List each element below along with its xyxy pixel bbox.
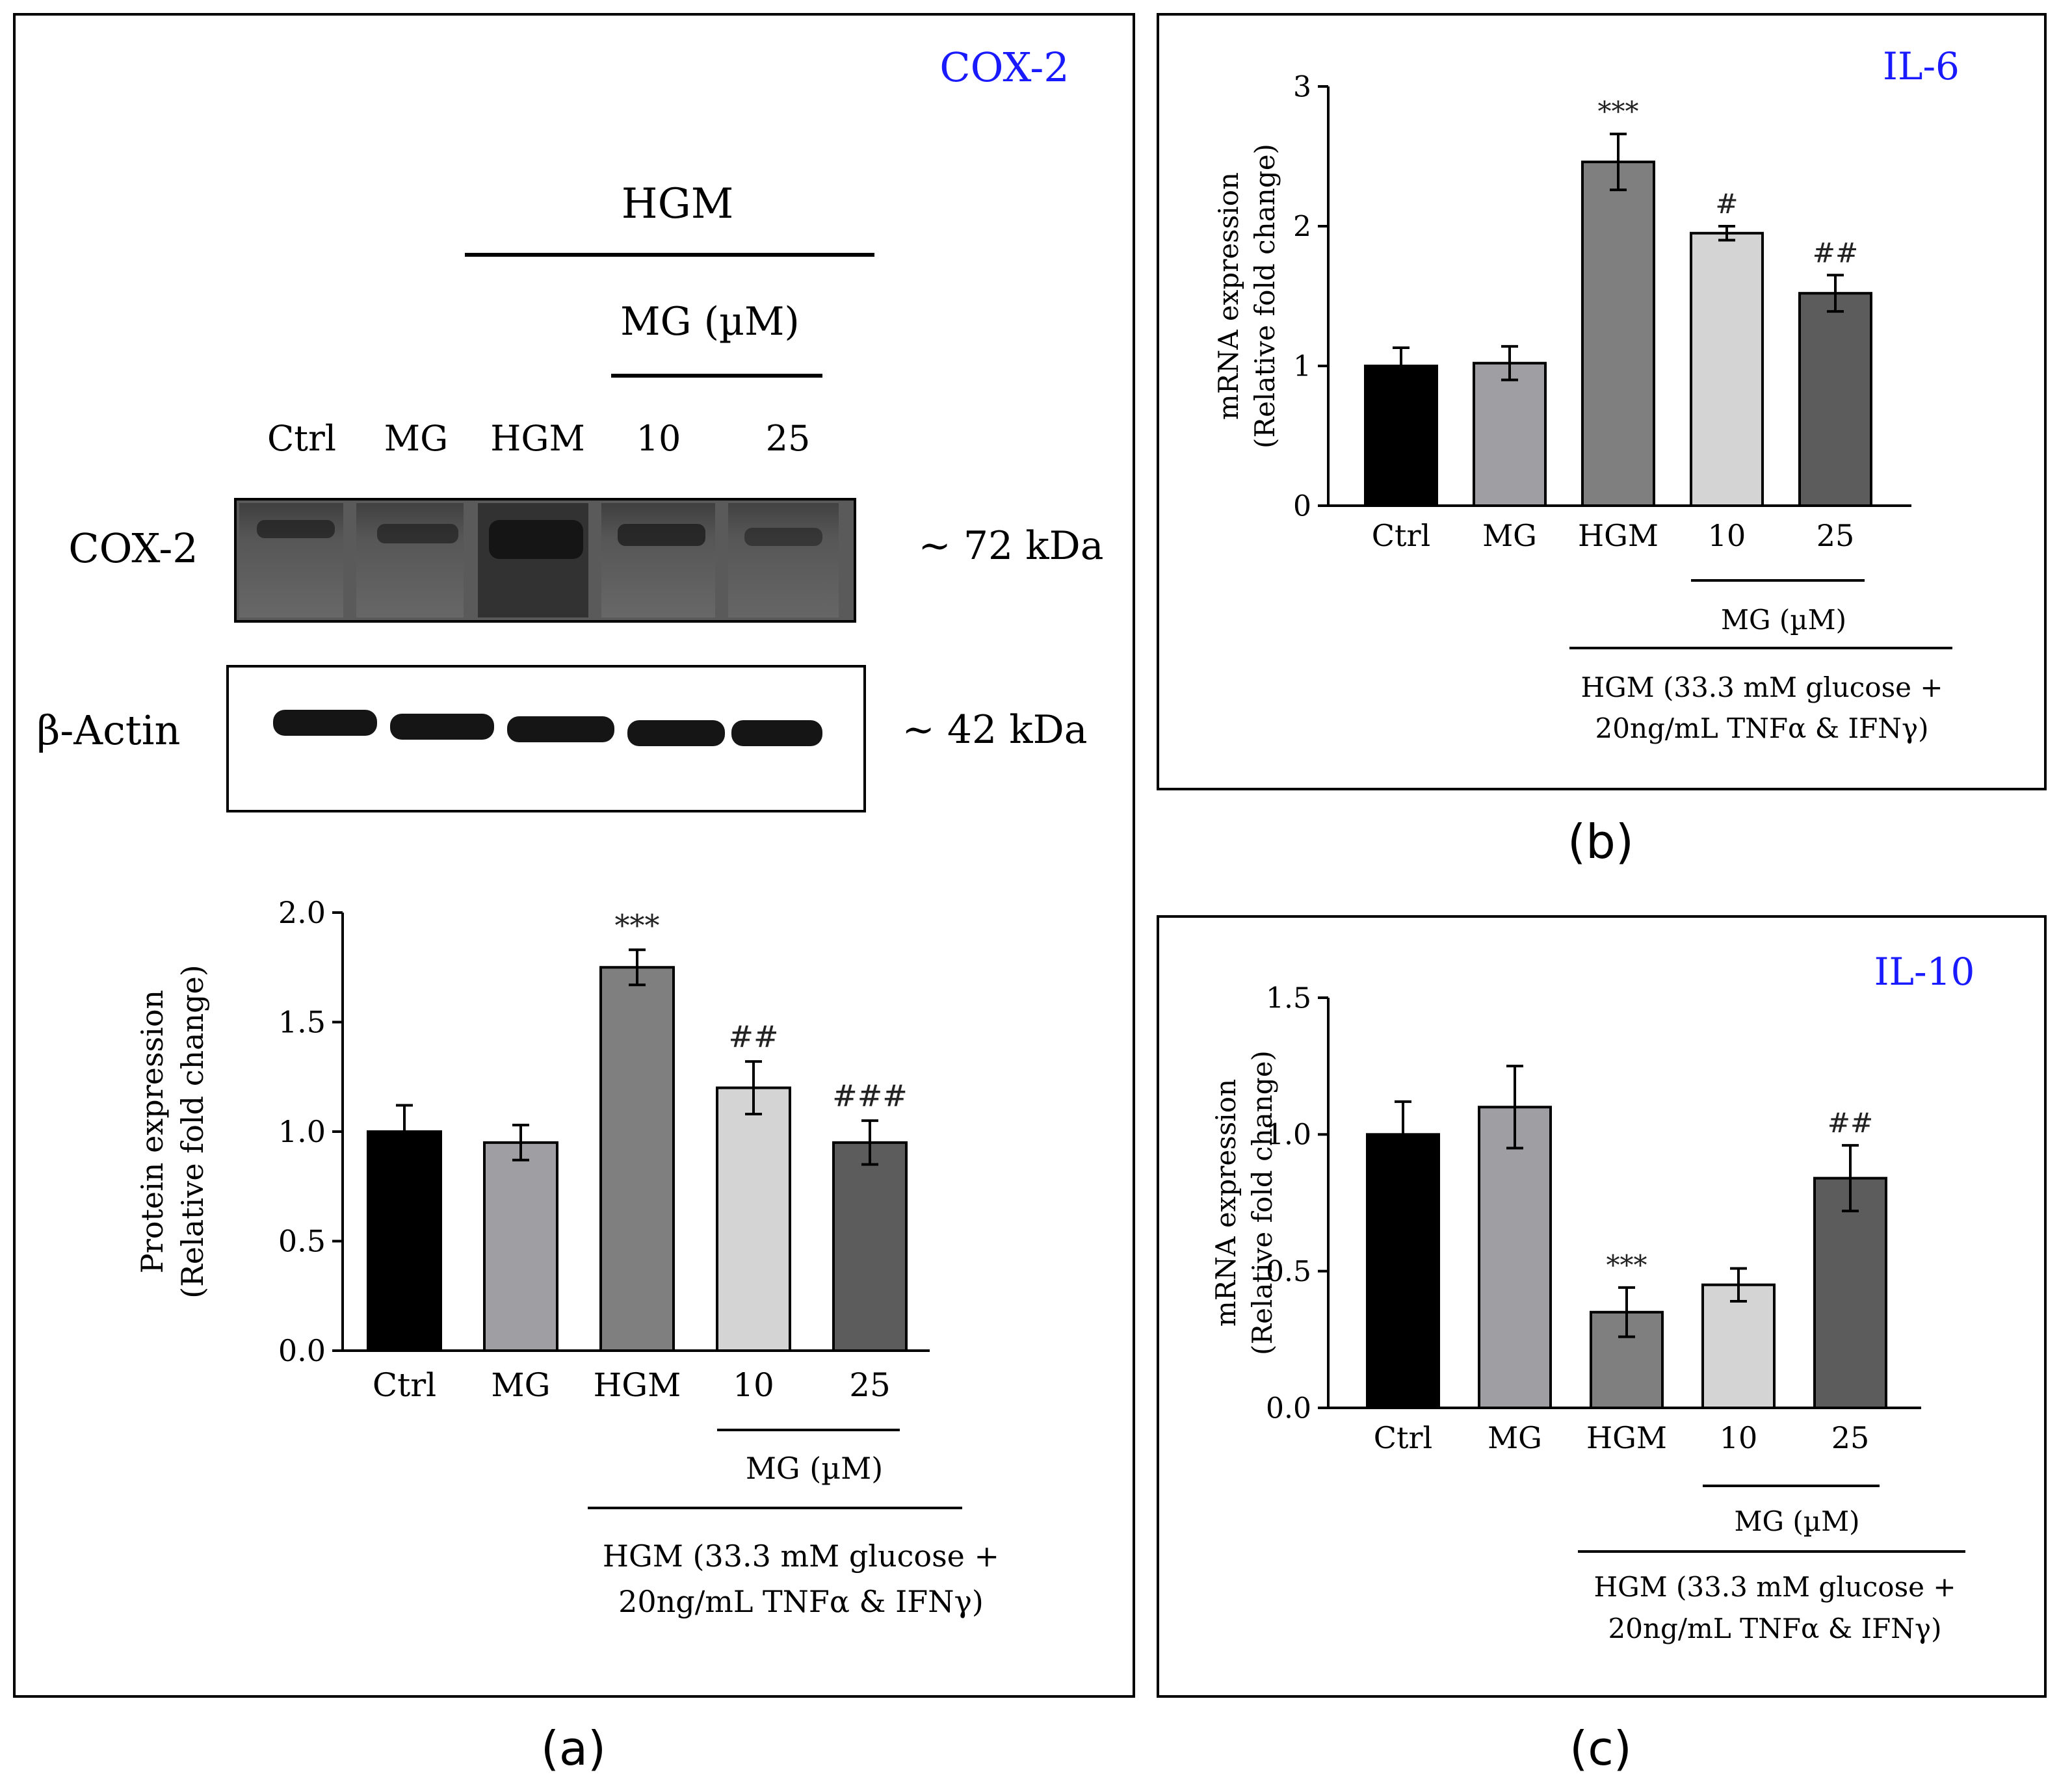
bar-Ctrl: [1366, 1133, 1440, 1410]
blot-header-hgm: HGM: [622, 180, 733, 228]
il10-bar-chart: IL-10 0.0 0.5 1.0 1.5 mRNA expression (Relativ…: [1210, 950, 1974, 1644]
lane-label-mg: MG: [384, 418, 448, 459]
bar-Ctrl: [1364, 365, 1438, 507]
bar-10: [1690, 231, 1764, 507]
x-tick-label: 25: [1816, 518, 1855, 553]
bar-MG: [483, 1141, 558, 1352]
lane-label-hgm: HGM: [490, 418, 585, 459]
significance-label: ***: [615, 907, 660, 942]
y-tick-label: 2.0: [278, 895, 326, 930]
blot-header-mg: MG (µM): [620, 299, 800, 344]
x-tick-label: HGM: [1586, 1420, 1667, 1455]
blot-row-label-actin: β-Actin: [37, 707, 181, 754]
significance-label: ##: [1828, 1107, 1873, 1139]
lane-label-ctrl: Ctrl: [267, 418, 336, 459]
hgm-group-label: HGM (33.3 mM glucose +: [1580, 671, 1943, 703]
significance-label: ***: [1598, 96, 1639, 127]
y-tick-label: 0.0: [278, 1333, 326, 1368]
y-tick-label: 0.0: [1266, 1392, 1311, 1425]
mg-group-label: MG (µM): [1721, 604, 1846, 636]
panel-c-frame: [1157, 915, 2047, 1698]
significance-label: ##: [728, 1019, 778, 1054]
y-tick-label: 1.5: [1266, 981, 1311, 1015]
significance-label: #: [1715, 188, 1738, 220]
panel-a: COX-2 HGM MG (µM) Ctrl MG HGM 10 25 COX-…: [13, 13, 1135, 1776]
bar-10: [716, 1086, 791, 1352]
panel-label-a: (a): [541, 1721, 606, 1776]
y-axis-title: mRNA expression: [1210, 1079, 1242, 1327]
hgm-group-label: HGM (33.3 mM glucose +: [603, 1539, 999, 1574]
bar-Ctrl: [367, 1130, 442, 1352]
y-tick-label: 0: [1293, 489, 1311, 523]
hgm-group-label-line2: 20ng/mL TNFα & IFNγ): [1595, 712, 1929, 744]
bar-HGM: [1590, 1310, 1664, 1410]
y-tick-label: 1.0: [1266, 1119, 1311, 1152]
x-tick-label: Ctrl: [373, 1366, 436, 1404]
y-axis-title-line2: (Relative fold change): [1246, 1050, 1278, 1355]
lane-label-10: 10: [636, 418, 681, 459]
x-tick-label: 25: [849, 1366, 891, 1404]
panel-c: IL-10 0.0 0.5 1.0 1.5 mRNA expression (Relativ…: [1157, 915, 2047, 1776]
x-tick-label: Ctrl: [1372, 518, 1430, 553]
y-tick-label: 0.5: [278, 1224, 326, 1259]
y-tick-label: 0.5: [1266, 1255, 1311, 1288]
x-tick-label: HGM: [1578, 518, 1659, 553]
x-tick-label: 10: [733, 1366, 774, 1404]
panel-b-frame: [1157, 13, 2047, 790]
blot-title: COX-2: [939, 44, 1069, 91]
x-tick-label: MG: [1482, 518, 1537, 553]
lane-label-25: 25: [766, 418, 811, 459]
significance-label: ##: [1813, 237, 1858, 268]
x-tick-label: MG: [491, 1366, 550, 1404]
mg-group-label: MG (µM): [746, 1451, 883, 1486]
hgm-group-label: HGM (33.3 mM glucose +: [1593, 1571, 1956, 1603]
y-tick-label: 1.0: [278, 1114, 326, 1149]
actin-blot-image: [226, 665, 866, 812]
bar-10: [1701, 1283, 1776, 1409]
x-tick-label: Ctrl: [1374, 1420, 1432, 1455]
bar-HGM: [1581, 161, 1655, 508]
cox2-blot-image: [234, 498, 856, 623]
mg-group-label: MG (µM): [1735, 1505, 1860, 1537]
panel-label-c: (c): [1569, 1721, 1632, 1776]
y-axis-title-line2: (Relative fold change): [1249, 144, 1281, 448]
blot-size-cox2: ~ 72 kDa: [919, 523, 1104, 569]
y-tick-label: 2: [1293, 210, 1311, 243]
hgm-group-label-line2: 20ng/mL TNFα & IFNγ): [618, 1584, 984, 1619]
y-axis-title: Protein expression: [135, 990, 170, 1273]
y-tick-label: 1: [1293, 350, 1311, 383]
bar-25: [1798, 292, 1872, 507]
panel-a-frame: [13, 13, 1135, 1698]
panel-b: IL-6 0 1 2 3 mRNA expression (Relative fold ch…: [1157, 13, 2047, 869]
cox2-bar-chart: 0.0 0.5 1.0 1.5 2.0 Protein expression (Relati…: [135, 895, 999, 1619]
bar-HGM: [599, 966, 675, 1352]
x-tick-label: 10: [1708, 518, 1746, 553]
bar-25: [832, 1141, 908, 1352]
y-axis-title: mRNA expression: [1213, 172, 1244, 420]
panel-label-b: (b): [1567, 814, 1634, 869]
x-tick-label: 25: [1831, 1420, 1870, 1455]
chart-title: IL-6: [1883, 44, 1960, 88]
y-tick-label: 1.5: [278, 1005, 326, 1040]
x-tick-label: MG: [1488, 1420, 1542, 1455]
significance-label: ###: [832, 1078, 908, 1113]
x-tick-label: HGM: [594, 1366, 681, 1404]
hgm-group-label-line2: 20ng/mL TNFα & IFNγ): [1608, 1613, 1942, 1644]
x-tick-label: 10: [1720, 1420, 1758, 1455]
y-tick-label: 3: [1293, 70, 1311, 103]
chart-title: IL-10: [1874, 950, 1975, 994]
blot-size-actin: ~ 42 kDa: [902, 707, 1088, 753]
bar-25: [1813, 1176, 1887, 1409]
il6-bar-chart: IL-6 0 1 2 3 mRNA expression (Relative fold ch…: [1213, 44, 1960, 744]
bar-MG: [1473, 361, 1547, 508]
y-axis-title-line2: (Relative fold change): [175, 965, 210, 1299]
blot-row-label-cox2: COX-2: [68, 525, 198, 572]
bar-MG: [1478, 1106, 1552, 1410]
significance-label: ***: [1607, 1249, 1647, 1281]
